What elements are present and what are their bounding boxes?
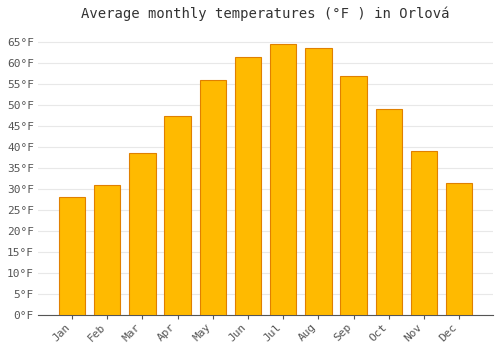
Bar [305,48,332,315]
Bar [164,116,191,315]
Bar [94,185,120,315]
Bar [235,57,261,315]
Bar [59,197,85,315]
Bar [446,183,472,315]
Title: Average monthly temperatures (°F ) in Orlová: Average monthly temperatures (°F ) in Or… [82,7,450,21]
Bar [129,153,156,315]
Bar [200,80,226,315]
Bar [376,109,402,315]
Bar [340,76,367,315]
Bar [411,151,437,315]
Bar [270,44,296,315]
